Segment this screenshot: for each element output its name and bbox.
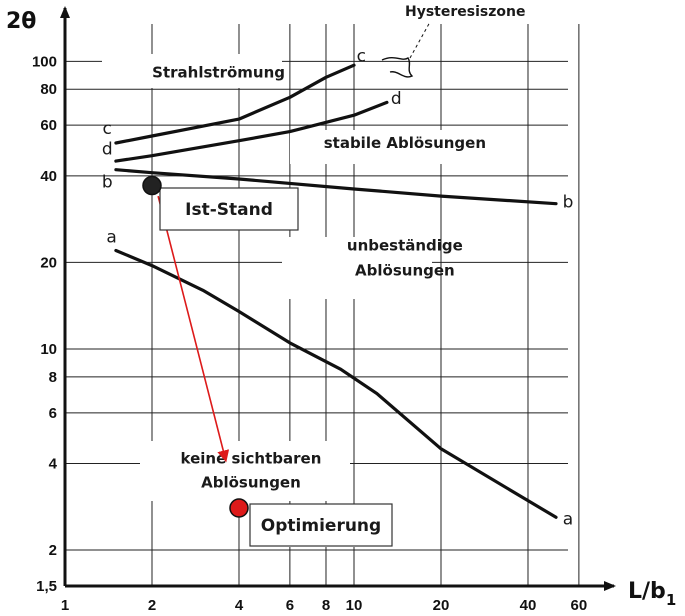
region-label: keine sichtbaren xyxy=(181,449,322,467)
label-background xyxy=(140,441,350,501)
y-tick-label: 100 xyxy=(32,53,57,70)
y-tick-label: 8 xyxy=(49,369,57,386)
curve-a xyxy=(114,248,558,519)
y-tick-label: 80 xyxy=(40,81,57,98)
annotations: Strahlströmung stabile Ablösungen unbestän… xyxy=(102,21,574,547)
y-tick-label: 1,5 xyxy=(36,578,57,595)
axes xyxy=(60,6,616,591)
point-label-box xyxy=(159,187,299,231)
label-background xyxy=(282,237,432,299)
y-tick-label: 6 xyxy=(49,405,57,422)
curve-end-label: d xyxy=(391,89,402,109)
x-tick-label: 10 xyxy=(346,597,363,614)
curve-end-label: c xyxy=(357,46,366,66)
hysteresis-bracket xyxy=(381,57,414,78)
y-tick-label: 20 xyxy=(40,254,57,271)
y-tick-label: 10 xyxy=(40,341,57,358)
x-tick-label: 4 xyxy=(235,597,244,614)
point-label: Optimierung xyxy=(261,516,381,536)
grid xyxy=(65,24,580,586)
x-tick-label: 2 xyxy=(148,597,156,614)
x-axis-title-subscript: 1 xyxy=(666,591,676,609)
y-tick-label: 4 xyxy=(49,455,58,472)
region-label: Ablösungen xyxy=(201,474,301,492)
x-tick-label: 60 xyxy=(571,597,588,614)
y-tick-label: 60 xyxy=(40,117,57,134)
curve-end-label: c xyxy=(103,119,112,139)
optimization-arrow xyxy=(157,195,230,463)
point-label: Ist-Stand xyxy=(185,200,273,220)
x-tick-label: 6 xyxy=(286,597,294,614)
curves xyxy=(114,63,558,519)
x-axis-title: L/b1 xyxy=(628,579,676,609)
curve-end-label: d xyxy=(102,139,113,159)
region-label: Ablösungen xyxy=(355,262,455,280)
data-point xyxy=(142,175,162,196)
x-tick-label: 1 xyxy=(61,597,69,614)
curve-b xyxy=(114,168,558,206)
x-tick-label: 40 xyxy=(520,597,537,614)
data-point xyxy=(229,498,249,518)
curve-d xyxy=(114,100,389,163)
x-tick-label: 8 xyxy=(322,597,330,614)
curve-end-label: a xyxy=(563,510,573,530)
tick-labels: 1 2 4 6 8 10 20 40 60 1,5 2 4 6 8 10 20 40 60 80 100 xyxy=(32,53,587,614)
label-background xyxy=(102,54,282,88)
hysteresis-leader xyxy=(409,21,431,59)
region-label: stabile Ablösungen xyxy=(324,134,486,152)
hysteresis-label: Hysteresiszone xyxy=(405,4,525,20)
y-tick-label: 2 xyxy=(49,542,57,559)
curve-end-label: b xyxy=(102,172,113,192)
y-axis-title: 2θ xyxy=(6,9,36,34)
curve-end-label: b xyxy=(563,193,574,213)
curve-c xyxy=(114,63,356,145)
curve-end-label: a xyxy=(106,227,116,247)
region-label: unbeständige xyxy=(347,237,463,255)
x-axis-title-main: L/b xyxy=(628,579,666,604)
label-background xyxy=(290,130,480,164)
y-tick-label: 40 xyxy=(40,168,57,185)
region-label: Strahlströmung xyxy=(152,63,285,81)
point-label-box xyxy=(249,503,393,547)
x-tick-label: 20 xyxy=(433,597,450,614)
